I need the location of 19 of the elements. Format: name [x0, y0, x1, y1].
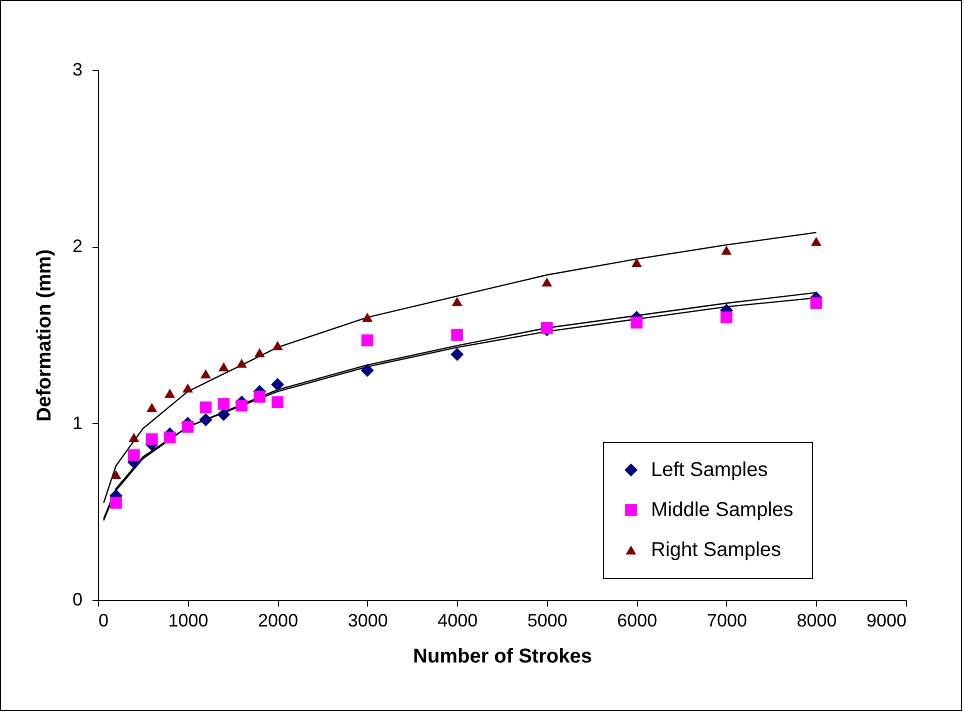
x-tick-label: 7000: [706, 610, 747, 630]
x-axis-title: Number of Strokes: [413, 646, 592, 668]
x-tick-label: 2000: [258, 610, 298, 630]
x-tick-label: 8000: [796, 610, 837, 630]
legend-label: Middle Samples: [651, 499, 794, 521]
legend-label: Left Samples: [651, 459, 768, 481]
y-tick-label: 2: [72, 236, 82, 256]
y-tick-label: 3: [72, 60, 82, 80]
x-tick-label: 4000: [438, 610, 478, 630]
x-tick-label: 6000: [617, 610, 658, 630]
x-tick-label: 5000: [527, 610, 568, 630]
x-tick-label: 3000: [348, 610, 388, 630]
y-tick-label: 1: [72, 412, 82, 433]
legend-label: Right Samples: [651, 539, 782, 561]
x-tick-label: 1000: [168, 610, 208, 630]
x-tick-label: 0: [98, 610, 109, 630]
y-axis-title: Deformation (mm): [33, 249, 56, 422]
y-tick-label: 0: [72, 590, 82, 610]
x-tick-label: 9000: [866, 610, 906, 630]
